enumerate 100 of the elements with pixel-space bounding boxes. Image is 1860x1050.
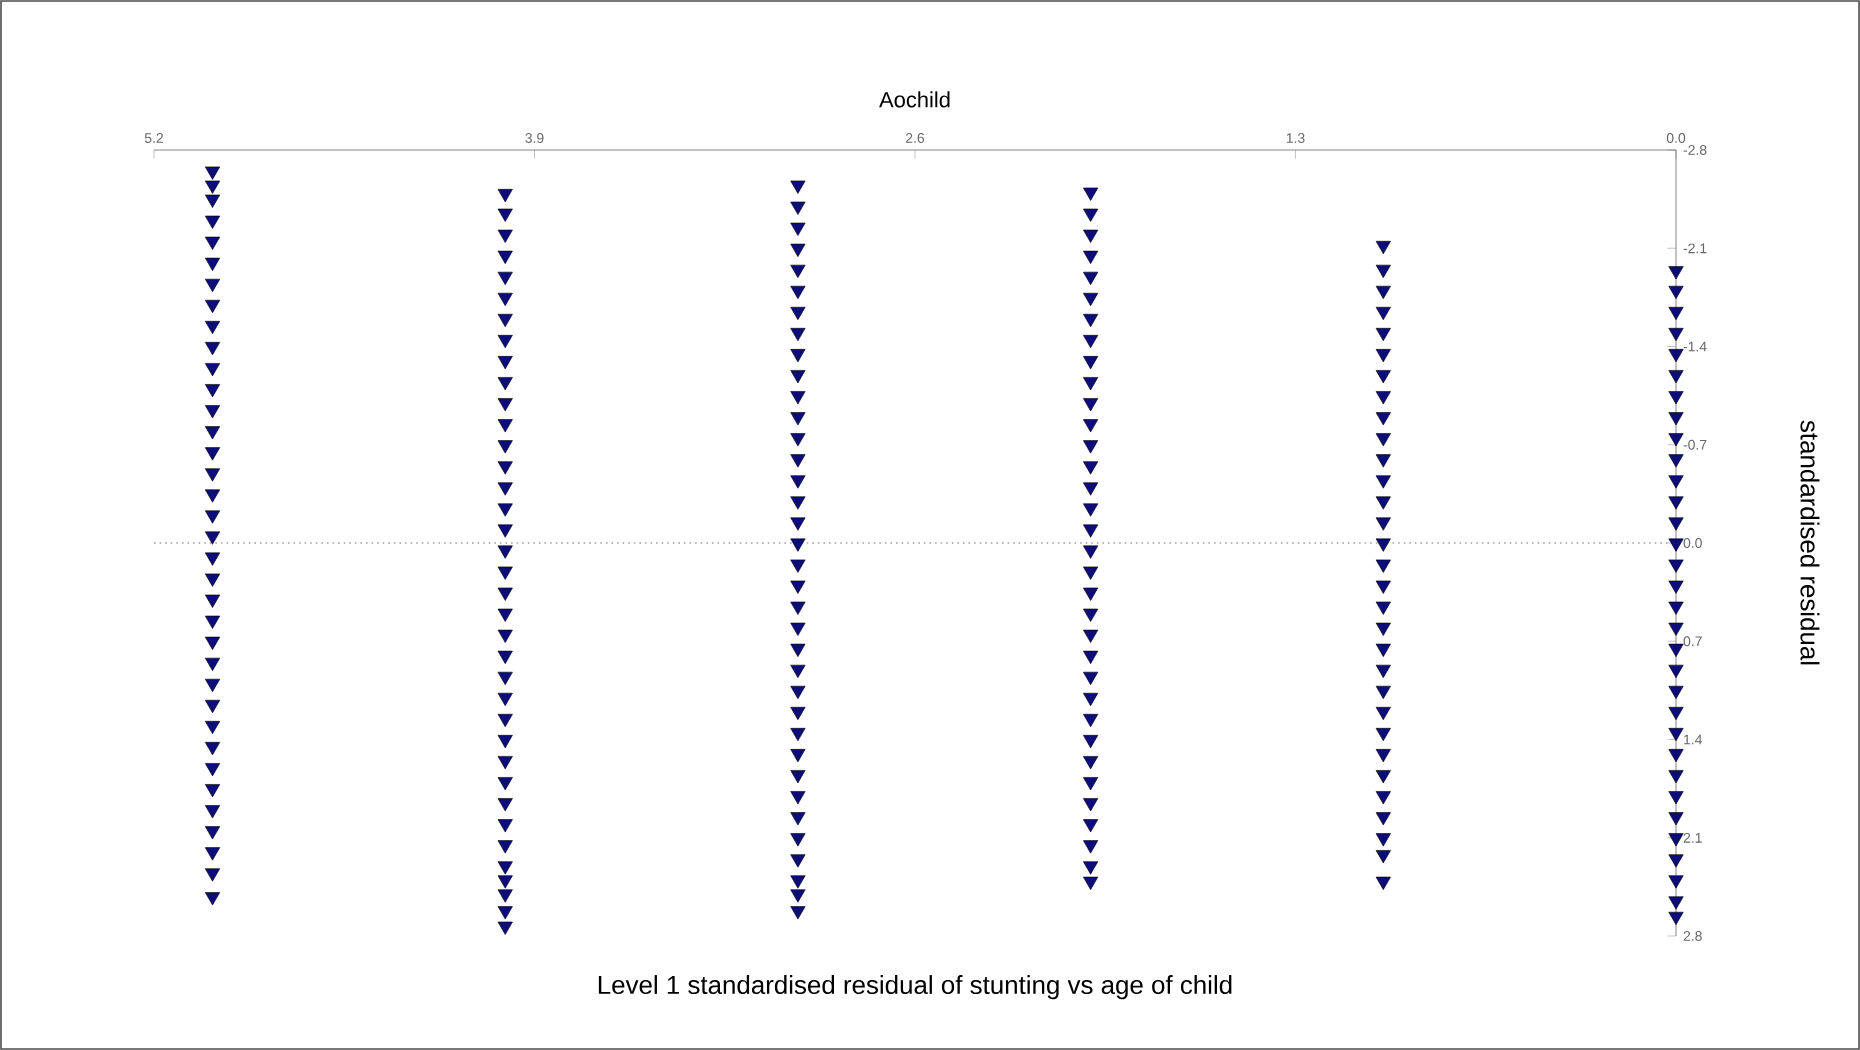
point	[790, 391, 806, 405]
point	[204, 892, 221, 906]
point	[1083, 503, 1099, 517]
point	[1375, 285, 1391, 300]
point	[1083, 250, 1099, 264]
point	[1375, 370, 1391, 384]
point	[204, 166, 221, 180]
point	[1668, 601, 1684, 615]
point	[1375, 749, 1391, 763]
point	[790, 243, 806, 257]
point	[790, 454, 806, 468]
point	[1375, 685, 1391, 700]
point	[497, 229, 513, 243]
point	[1668, 433, 1684, 447]
point	[497, 906, 513, 920]
point	[497, 587, 513, 601]
point	[497, 921, 513, 935]
point	[1375, 433, 1391, 447]
point	[497, 840, 513, 854]
point	[497, 482, 513, 496]
point	[497, 313, 513, 328]
point	[790, 180, 806, 194]
point	[790, 222, 806, 236]
point	[1375, 454, 1391, 468]
point	[1083, 735, 1099, 749]
point	[1668, 475, 1684, 489]
point	[1375, 580, 1391, 594]
point	[790, 906, 806, 920]
point	[1375, 327, 1391, 342]
point	[204, 363, 221, 377]
point	[204, 531, 221, 545]
point	[1375, 791, 1391, 805]
point	[497, 208, 513, 222]
point	[204, 699, 221, 714]
x-axis-title: Aochild	[879, 91, 950, 108]
point	[1083, 313, 1099, 328]
point	[790, 306, 806, 321]
point	[1083, 482, 1099, 496]
point	[1083, 798, 1099, 812]
point	[497, 419, 513, 433]
point	[1375, 850, 1391, 864]
point	[1375, 306, 1391, 321]
point	[1083, 461, 1099, 475]
point	[204, 278, 221, 293]
point	[204, 299, 221, 314]
point	[790, 622, 806, 636]
point	[1083, 876, 1099, 890]
point	[497, 777, 513, 791]
point	[1668, 266, 1684, 280]
point	[204, 784, 221, 798]
point	[497, 875, 513, 889]
point	[1375, 643, 1391, 657]
point	[1375, 538, 1391, 552]
point	[204, 257, 221, 271]
point	[204, 763, 221, 777]
point	[1668, 770, 1684, 784]
point	[1668, 412, 1684, 426]
point	[790, 833, 806, 847]
point	[204, 805, 221, 819]
point	[1083, 861, 1099, 875]
point	[204, 742, 221, 756]
point	[790, 412, 806, 426]
point	[1083, 419, 1099, 433]
point	[497, 356, 513, 370]
point	[790, 349, 806, 363]
point	[204, 594, 221, 608]
point	[790, 643, 806, 657]
point	[204, 180, 221, 194]
point	[1083, 650, 1099, 664]
point	[204, 342, 221, 356]
point	[1375, 349, 1391, 363]
point	[1375, 833, 1391, 847]
point	[1083, 840, 1099, 854]
point	[1668, 728, 1684, 742]
point	[497, 377, 513, 391]
point	[1375, 770, 1391, 784]
point	[1083, 524, 1099, 538]
point	[1668, 685, 1684, 700]
point	[204, 720, 221, 735]
point	[497, 292, 513, 307]
point	[204, 489, 221, 503]
point	[1375, 240, 1391, 255]
point	[204, 215, 221, 229]
point	[790, 285, 806, 300]
point	[1375, 264, 1391, 278]
point	[790, 812, 806, 826]
point	[1083, 292, 1099, 307]
point	[204, 657, 221, 671]
point	[790, 327, 806, 342]
point	[204, 384, 221, 398]
point	[497, 440, 513, 454]
point	[497, 798, 513, 812]
point	[1083, 777, 1099, 791]
point	[497, 566, 513, 580]
point	[497, 524, 513, 538]
point	[204, 468, 221, 482]
point	[790, 517, 806, 531]
point	[790, 264, 806, 278]
point	[497, 756, 513, 770]
point	[790, 580, 806, 594]
